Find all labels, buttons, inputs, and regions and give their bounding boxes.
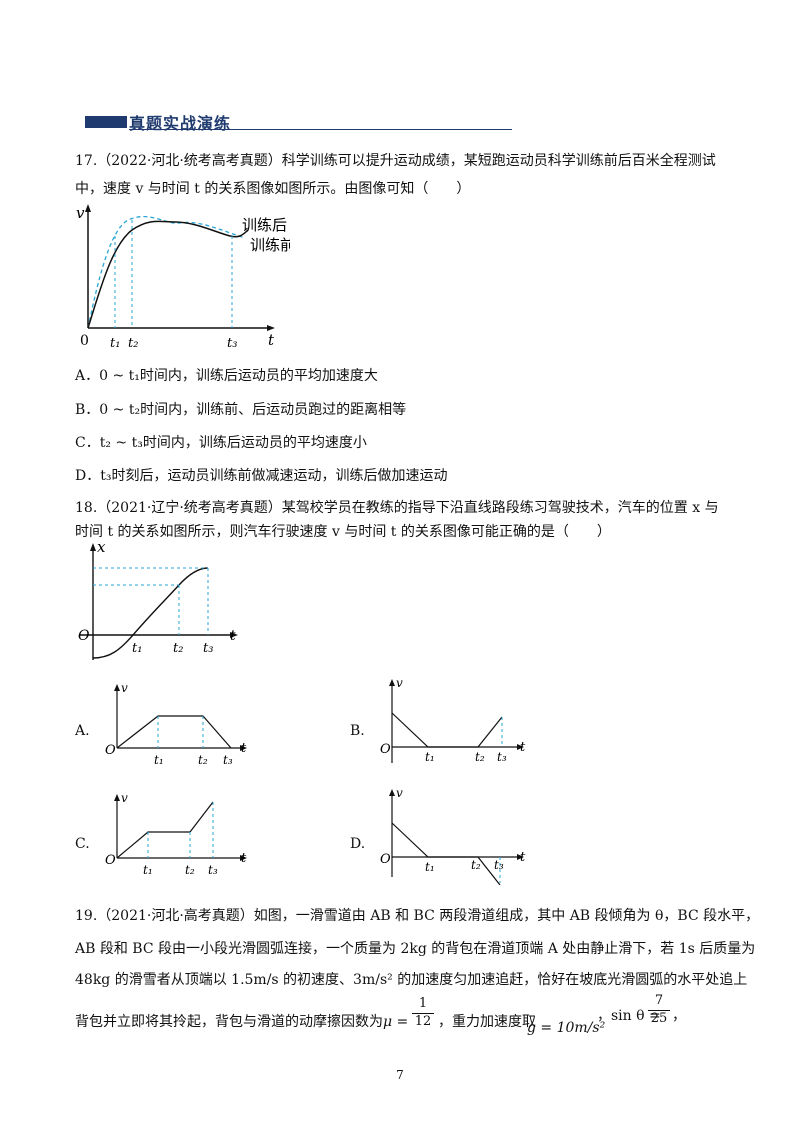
q17-v-label: v — [76, 204, 85, 222]
q18-t-axis-label: t — [230, 628, 236, 644]
q17-stem-line1: 17.（2022·河北·统考高考真题）科学训练可以提升运动成绩，某短跑运动员科学… — [75, 153, 716, 169]
d-o-label: O — [380, 852, 391, 867]
q18-choice-d-label: D. — [350, 836, 366, 852]
section-title: 真题实战演练 — [129, 114, 232, 133]
q18-stem-line1: 18.（2021·辽宁·统考高考真题）某驾校学员在教练的指导下沿直线路段练习驾驶… — [75, 500, 719, 516]
b-y-arrow — [389, 679, 395, 686]
q19-g-value: g = 10m/s² — [527, 1020, 606, 1036]
q17-t3-label: t₃ — [227, 336, 237, 351]
q17-after-label: 训练后 — [242, 216, 287, 234]
c-v-label: v — [121, 791, 128, 805]
d-vt-line — [391, 822, 501, 885]
b-t2-label: t₂ — [475, 750, 485, 764]
b-o-label: O — [380, 742, 391, 757]
b-t3-label: t₃ — [497, 750, 507, 764]
c-o-label: O — [105, 853, 116, 868]
q19-mu-numerator: 1 — [418, 996, 428, 1011]
q17-vt-graph: v 0 t₁ t₂ t₃ t 训练后 训练前 — [76, 204, 290, 351]
q17-t2-label: t₂ — [128, 336, 138, 351]
a-x-arrow — [240, 745, 247, 751]
q17-curve-before — [87, 215, 246, 329]
banner-bar — [85, 116, 127, 128]
d-v-label: v — [396, 786, 403, 800]
a-vt-line — [116, 715, 232, 749]
q17-option-c: C．t₂ ~ t₃时间内，训练后运动员的平均速度小 — [75, 435, 367, 451]
q18-choice-b-graph: v O t₁ t₂ t₃ t — [380, 676, 526, 764]
q18-t2-label: t₂ — [173, 641, 183, 656]
b-t1-label: t₁ — [425, 750, 435, 764]
q18-x-label: x — [97, 540, 106, 556]
q19-sin-numerator: 7 — [654, 993, 664, 1008]
b-v-label: v — [396, 676, 403, 690]
q18-choice-c-label: C. — [75, 836, 90, 852]
q19-stem-line4b: ，重力加速度取 — [438, 1014, 536, 1030]
b-t-axis-label: t — [520, 740, 526, 755]
q18-xt-graph: x O t₁ t₂ t₃ t — [78, 540, 238, 660]
q19-sin-fraction: 7 25 — [648, 993, 670, 1026]
c-vt-line — [116, 801, 214, 859]
q18-choice-c-graph: v O t₁ t₂ t₃ t — [105, 791, 247, 877]
a-t1-label: t₁ — [154, 753, 164, 767]
q19-stem-line2: AB 段和 BC 段由一小段光滑圆弧连接，一个质量为 2kg 的背包在滑道顶端 … — [75, 941, 756, 957]
d-y-arrow — [389, 789, 395, 796]
a-o-label: O — [105, 743, 116, 758]
d-t2-label: t₂ — [471, 858, 481, 872]
c-y-arrow — [114, 794, 120, 801]
d-t3-label: t₃ — [494, 858, 504, 872]
q17-stem-line2: 中，速度 v 与时间 t 的关系图像如图所示。由图像可知（ ） — [75, 181, 471, 197]
q18-xt-curve — [92, 567, 209, 659]
q19-stem-line4a: 背包并立即将其拎起，背包与滑道的动摩擦因数为 — [75, 1014, 383, 1030]
q19-sin-symbol: ，sin θ = — [597, 1008, 661, 1024]
q17-x-arrow — [267, 325, 275, 331]
q18-y-arrow — [90, 543, 96, 551]
d-x-arrow — [517, 854, 524, 860]
q17-option-b: B．0 ~ t₂时间内，训练前、后运动员跑过的距离相等 — [75, 402, 407, 418]
q18-x-arrow — [230, 632, 238, 638]
q18-choice-d-graph: v O t₁ t₂ t₃ t — [380, 786, 526, 885]
q17-curve-after — [87, 220, 249, 329]
q19-stem-line1: 19.（2021·河北·高考真题）如图，一滑雪道由 AB 和 BC 两段滑道组成… — [75, 908, 760, 924]
q17-t1-label: t₁ — [110, 336, 120, 351]
q18-choice-a-graph: v O t₁ t₂ t₃ t — [105, 681, 247, 767]
q18-t1-label: t₁ — [132, 641, 142, 656]
b-vt-line — [391, 712, 503, 748]
q17-origin-label: 0 — [80, 333, 89, 349]
d-t1-label: t₁ — [425, 860, 435, 874]
a-t-axis-label: t — [241, 741, 247, 756]
a-t3-label: t₃ — [223, 753, 233, 767]
c-t1-label: t₁ — [143, 863, 153, 877]
q18-stem-line2: 时间 t 的关系如图所示，则汽车行驶速度 v 与时间 t 的关系图像可能正确的是… — [75, 524, 611, 540]
c-x-arrow — [240, 855, 247, 861]
q18-choice-a-label: A. — [75, 723, 90, 739]
q19-mu-fraction: 1 12 — [412, 996, 434, 1029]
q17-y-arrow — [85, 204, 91, 212]
q19-mu-denominator: 12 — [412, 1013, 434, 1029]
section-banner: 真题实战演练 — [85, 110, 512, 133]
a-y-arrow — [114, 684, 120, 691]
c-t-axis-label: t — [241, 851, 247, 866]
q19-mu-symbol: μ = — [383, 1014, 409, 1030]
q19-sin-denominator: 25 — [648, 1010, 670, 1026]
c-t3-label: t₃ — [208, 863, 218, 877]
q18-origin-label: O — [78, 628, 90, 644]
q18-choice-b-label: B. — [350, 723, 365, 739]
b-x-arrow — [517, 744, 524, 750]
q17-option-a: A．0 ~ t₁时间内，训练后运动员的平均加速度大 — [75, 368, 378, 384]
banner-rule — [129, 129, 512, 130]
q18-t3-label: t₃ — [203, 641, 213, 656]
a-t2-label: t₂ — [198, 753, 208, 767]
d-t-axis-label: t — [520, 850, 526, 865]
q19-stem-line4-end: ， — [672, 1008, 686, 1024]
q17-t-axis-label: t — [268, 331, 275, 349]
q19-stem-line3: 48kg 的滑雪者从顶端以 1.5m/s 的初速度、3m/s² 的加速度匀加速追… — [75, 972, 748, 988]
a-v-label: v — [121, 681, 128, 695]
q17-before-label: 训练前 — [250, 236, 290, 254]
page-number: 7 — [396, 1068, 404, 1082]
q17-option-d: D．t₃时刻后，运动员训练前做减速运动，训练后做加速运动 — [75, 468, 448, 484]
c-t2-label: t₂ — [185, 863, 195, 877]
